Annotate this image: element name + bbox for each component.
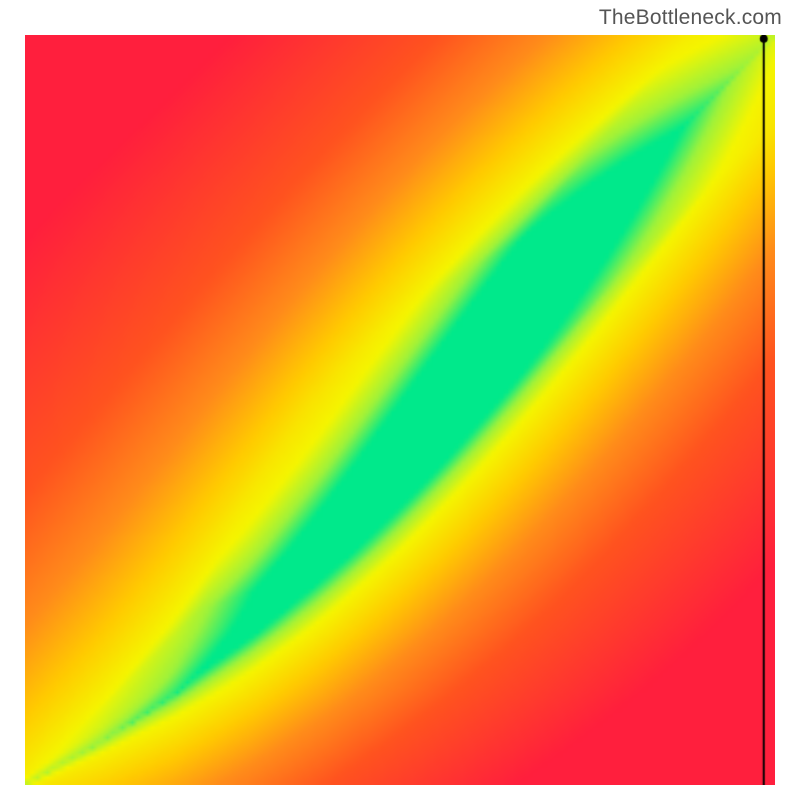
heatmap-overlay [25, 35, 775, 785]
heatmap-chart [25, 35, 775, 785]
watermark-text: TheBottleneck.com [599, 6, 782, 30]
